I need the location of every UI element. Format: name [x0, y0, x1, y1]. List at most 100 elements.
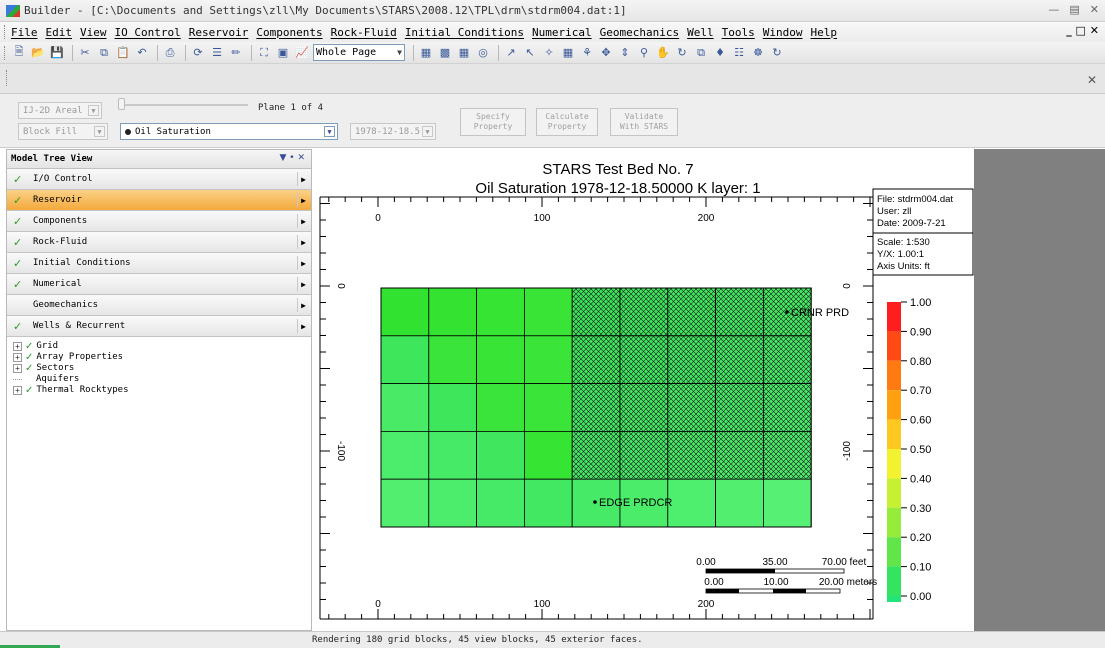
chart-icon[interactable]: 📈 [295, 46, 309, 59]
tree-item[interactable]: + ✓ Array Properties [13, 352, 311, 363]
calculate-property-button[interactable]: Calculate Property [536, 108, 598, 136]
grid-block[interactable] [476, 383, 525, 432]
menu-tools[interactable]: Tools [721, 25, 755, 39]
drop-icon[interactable]: ♦ [715, 46, 725, 59]
mdi-controls[interactable]: _ □ ✕ [1066, 24, 1099, 37]
zoom-select[interactable]: Whole Page ▼ [313, 44, 405, 61]
grid-block[interactable] [523, 287, 573, 337]
paste-icon[interactable]: 📋 [116, 46, 130, 59]
grid-block[interactable] [380, 383, 430, 432]
sidebar-item-rock-fluid[interactable]: ✓ Rock-Fluid ▶ [7, 232, 311, 253]
cut-icon[interactable]: ✂ [80, 46, 90, 59]
sidebar-item-numerical[interactable]: ✓ Numerical ▶ [7, 274, 311, 295]
sidebar-item-geomechanics[interactable]: Geomechanics ▶ [7, 295, 311, 316]
tree-item[interactable]: + ✓ Thermal Rocktypes [13, 385, 311, 396]
zoom-icon[interactable]: ⚲ [639, 46, 649, 59]
close-toolbar-icon[interactable]: ✕ [1086, 73, 1097, 87]
grid-block[interactable] [476, 430, 525, 480]
grid-block[interactable] [428, 287, 478, 337]
copy-view-icon[interactable]: ⧉ [697, 45, 705, 59]
sidebar-item-initial-conditions[interactable]: ✓ Initial Conditions ▶ [7, 253, 311, 274]
grid-block[interactable] [523, 335, 573, 385]
grid-block[interactable] [523, 430, 573, 480]
save-icon[interactable]: 💾 [50, 46, 64, 59]
specify-property-button[interactable]: Specify Property [460, 108, 526, 136]
pointer-icon[interactable]: ↖ [525, 46, 535, 59]
menu-initial-conditions[interactable]: Initial Conditions [404, 25, 525, 39]
open-folder-icon[interactable]: 📂 [31, 46, 45, 59]
restore-icon[interactable]: ▤ [1069, 3, 1080, 16]
grid-icon[interactable]: ▦ [562, 46, 574, 59]
grid-block[interactable] [380, 287, 430, 337]
sidebar-item-components[interactable]: ✓ Components ▶ [7, 211, 311, 232]
tree-item[interactable]: + ✓ Grid [13, 341, 311, 352]
pencil-icon[interactable]: ✏ [231, 46, 241, 59]
grid-block[interactable] [428, 430, 478, 480]
grid-block[interactable] [380, 478, 430, 528]
chevron-right-icon[interactable]: ▶ [297, 214, 309, 228]
menu-geomechanics[interactable]: Geomechanics [599, 25, 680, 39]
fit-icon[interactable]: ⛶ [260, 45, 268, 59]
toolbar-grip[interactable] [4, 45, 7, 60]
chevron-right-icon[interactable]: ▶ [297, 193, 309, 207]
menu-io-control[interactable]: IO Control [114, 25, 181, 39]
expand-icon[interactable]: + [13, 352, 22, 362]
close-icon[interactable]: ✕ [1089, 3, 1099, 16]
chevron-right-icon[interactable]: ▶ [297, 235, 309, 249]
toolbar-grip[interactable] [4, 25, 7, 39]
tree-item[interactable]: Aquifers [13, 374, 311, 384]
move-vertical-icon[interactable]: ⇕ [620, 46, 630, 59]
wells[interactable]: CRNR PRD EDGE PRDCR [593, 307, 849, 509]
grid-add-icon[interactable]: ☸ [753, 46, 763, 59]
grid-block[interactable] [380, 430, 430, 480]
print-icon[interactable]: ⎙ [165, 45, 175, 59]
rotate-view-icon[interactable]: ↻ [677, 46, 687, 59]
menu-file[interactable]: File [11, 25, 38, 39]
property-select[interactable]: Oil Saturation ▼ [120, 123, 338, 140]
grid-block[interactable] [476, 335, 525, 385]
menu-view[interactable]: View [80, 25, 107, 39]
menu-window[interactable]: Window [762, 25, 803, 39]
refresh-icon[interactable]: ↻ [772, 46, 782, 59]
highlight-icon[interactable]: ▩ [439, 46, 451, 59]
grid-block[interactable] [523, 478, 573, 528]
sidebar-item-reservoir[interactable]: ✓ Reservoir ▶ [7, 190, 311, 211]
minimize-icon[interactable]: — [1048, 3, 1060, 16]
view-mode-select[interactable]: IJ-2D Areal ▼ [18, 102, 102, 119]
rotate-icon[interactable]: ⟳ [193, 46, 203, 59]
grid-block[interactable] [476, 478, 525, 528]
sidebar-item-wells-recurrent[interactable]: ✓ Wells & Recurrent ▶ [7, 316, 311, 337]
chevron-right-icon[interactable]: ▶ [297, 172, 309, 186]
well-marker[interactable] [785, 310, 789, 314]
copy-icon[interactable]: ⧉ [100, 45, 108, 59]
plane-slider-thumb[interactable] [118, 98, 125, 110]
grid-block[interactable] [715, 478, 764, 528]
plane-slider-track[interactable] [122, 104, 248, 106]
fill-mode-select[interactable]: Block Fill ▼ [18, 123, 108, 140]
menu-well[interactable]: Well [687, 25, 714, 39]
target-icon[interactable]: ◎ [478, 46, 488, 59]
grid-block[interactable] [667, 478, 716, 528]
properties-icon[interactable]: ▦ [420, 46, 432, 59]
date-select[interactable]: 1978-12-18.5 ▼ [350, 123, 436, 140]
expand-icon[interactable]: + [13, 385, 22, 395]
toolbar-grip[interactable] [6, 70, 9, 86]
tree-item[interactable]: + ✓ Sectors [13, 363, 311, 374]
chevron-right-icon[interactable]: ▶ [297, 277, 309, 291]
undo-icon[interactable]: ↶ [137, 46, 147, 59]
menu-numerical[interactable]: Numerical [532, 25, 592, 39]
menu-edit[interactable]: Edit [45, 25, 73, 39]
chevron-right-icon[interactable]: ▶ [297, 319, 309, 333]
probe-icon[interactable]: ✧ [544, 46, 554, 59]
well-icon[interactable]: ⚘ [582, 46, 592, 59]
grid-block[interactable] [428, 478, 478, 528]
plot-canvas[interactable]: STARS Test Bed No. 7 Oil Saturation 1978… [316, 149, 974, 631]
grid-block[interactable] [428, 335, 478, 385]
sidebar-item-i-o-control[interactable]: ✓ I/O Control ▶ [7, 169, 311, 190]
grid-block[interactable] [762, 478, 812, 528]
menu-help[interactable]: Help [810, 25, 838, 39]
table-icon[interactable]: ▦ [458, 46, 470, 59]
expand-icon[interactable]: + [13, 341, 22, 351]
grid-lines-icon[interactable]: ☷ [734, 46, 744, 59]
reservoir-map[interactable]: STARS Test Bed No. 7 Oil Saturation 1978… [316, 149, 974, 631]
